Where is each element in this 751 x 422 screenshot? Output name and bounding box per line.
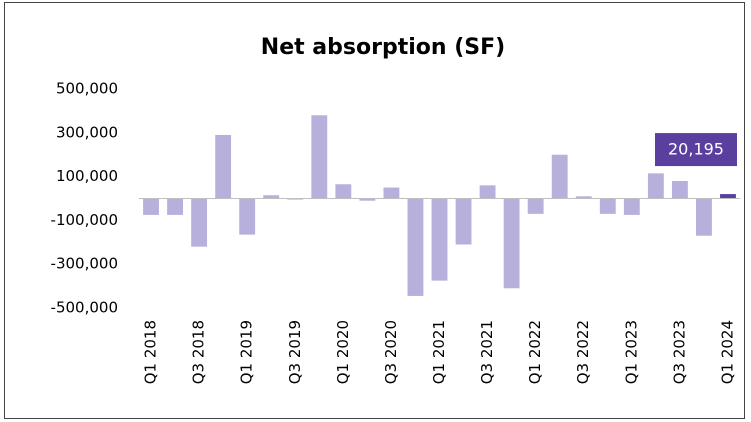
data-label-box [655, 133, 737, 167]
x-tick-label: Q1 2020 [334, 320, 352, 384]
y-tick-label: 500,000 [56, 80, 118, 98]
x-tick-label: Q3 2019 [286, 320, 304, 384]
x-tick-label: Q1 2024 [718, 320, 736, 384]
bar [647, 173, 664, 199]
bar [551, 154, 568, 199]
x-tick-label: Q3 2020 [382, 320, 400, 384]
bar [575, 196, 592, 199]
y-tick-label: -100,000 [51, 211, 118, 229]
bar [479, 185, 496, 199]
y-tick-label: -300,000 [51, 255, 118, 273]
bar [191, 198, 208, 247]
bar [407, 198, 424, 296]
bar [167, 198, 183, 215]
chart-frame [4, 2, 745, 419]
x-tick-label: Q3 2018 [190, 320, 208, 384]
data-label: 20,195 [668, 140, 724, 159]
y-tick-label: 100,000 [56, 167, 118, 185]
bar [599, 198, 616, 214]
bar [287, 198, 304, 200]
bar [623, 198, 640, 215]
bar [671, 180, 688, 199]
bar [359, 198, 376, 201]
x-tick-label: Q3 2023 [670, 320, 688, 384]
bar [239, 198, 256, 235]
x-tick-label: Q3 2022 [574, 320, 592, 384]
bar [263, 195, 280, 199]
bar [455, 198, 472, 245]
bar [311, 115, 328, 199]
chart-title: Net absorption (SF) [261, 35, 505, 60]
bar [383, 187, 400, 199]
bar [143, 198, 159, 215]
bar [527, 198, 544, 214]
y-tick-label: 300,000 [56, 123, 118, 141]
x-tick-label: Q1 2023 [622, 320, 640, 384]
bar [431, 198, 448, 281]
bar [696, 198, 712, 236]
x-tick-label: Q1 2018 [142, 320, 160, 384]
y-tick-label: -500,000 [51, 299, 118, 317]
bar [215, 134, 232, 199]
x-tick-label: Q1 2019 [238, 320, 256, 384]
x-tick-label: Q1 2022 [526, 320, 544, 384]
bar [720, 194, 736, 199]
x-tick-label: Q1 2021 [430, 320, 448, 384]
bar [503, 198, 520, 289]
x-tick-label: Q3 2021 [478, 320, 496, 384]
bar [335, 184, 352, 199]
